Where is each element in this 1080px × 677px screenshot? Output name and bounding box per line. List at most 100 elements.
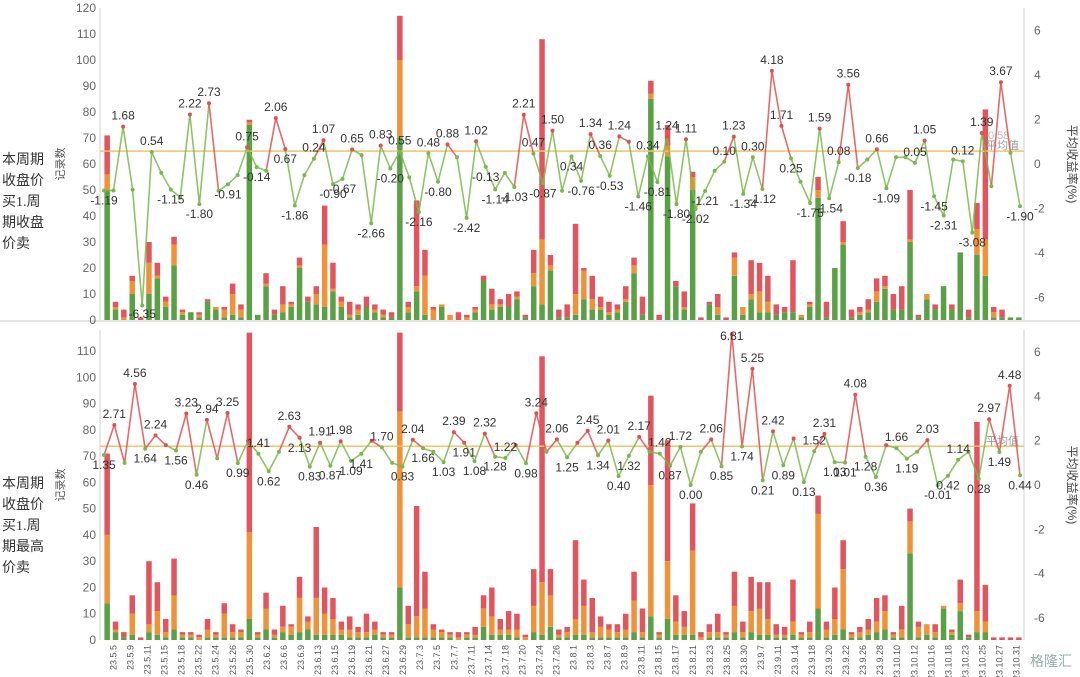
line-point <box>407 175 412 180</box>
line-segment <box>733 136 745 195</box>
right-axis-title: 平均收益率(%) <box>1065 446 1080 525</box>
bar-segment <box>179 632 186 635</box>
line-segment <box>942 159 954 216</box>
line-segment <box>216 412 229 459</box>
x-tick-label: 23.5.15 <box>160 645 170 675</box>
data-label: -1.90 <box>1006 209 1034 223</box>
data-label: 2.32 <box>473 416 497 430</box>
bar-segment <box>915 621 922 627</box>
bar-segment <box>129 595 135 614</box>
bar-segment <box>146 242 152 263</box>
line-segment <box>761 70 773 190</box>
data-label: 2.97 <box>977 401 1001 415</box>
bar-segment <box>807 307 813 320</box>
x-tick-label: 23.8.17 <box>671 645 681 675</box>
bar-segment <box>924 294 930 300</box>
bar-segment <box>648 485 654 617</box>
bar-segment <box>840 221 846 242</box>
line-point <box>647 449 652 454</box>
bar-segment <box>907 508 913 522</box>
bar-segment <box>873 598 880 622</box>
bar-segment <box>790 312 796 320</box>
bar-segment <box>748 299 754 320</box>
bar-segment <box>439 629 445 633</box>
bar-segment <box>271 309 278 315</box>
data-label: 3.25 <box>216 395 240 409</box>
bar-segment <box>355 304 361 310</box>
line-point <box>884 186 889 191</box>
bar-segment <box>882 288 888 320</box>
line-segment <box>916 439 929 453</box>
bar-segment <box>882 595 888 612</box>
bar-segment <box>631 600 637 633</box>
bar-segment <box>531 273 537 287</box>
bar-segment <box>288 624 294 627</box>
line-segment <box>875 444 887 478</box>
x-tick-label: 23.9.11 <box>773 645 783 674</box>
bar-segment <box>564 626 570 633</box>
data-label: 0.66 <box>865 131 889 145</box>
bar-segment <box>606 637 612 640</box>
line-segment <box>666 136 678 205</box>
bar-segment <box>689 550 696 635</box>
line-point <box>674 202 679 207</box>
line-segment <box>532 153 544 184</box>
line-point <box>960 159 965 164</box>
bar-segment <box>154 582 161 612</box>
bar-segment <box>188 634 194 638</box>
data-label: 1.41 <box>350 457 374 471</box>
bar-segment <box>146 632 152 640</box>
line-point <box>855 166 860 170</box>
line-segment <box>885 157 897 189</box>
line-segment <box>175 413 188 451</box>
bar-segment <box>112 307 119 310</box>
line-segment <box>339 440 352 462</box>
data-label: 1.91 <box>453 446 477 460</box>
bar-segment <box>388 312 395 318</box>
bar-segment <box>380 314 386 318</box>
bar-segment <box>848 634 855 638</box>
data-label: 0.98 <box>514 466 538 480</box>
bar-segment <box>974 203 980 229</box>
bar-segment <box>121 637 127 640</box>
line-segment <box>236 147 248 176</box>
bar-segment <box>815 495 821 514</box>
bar-segment <box>614 624 621 633</box>
data-label: -1.75 <box>796 206 824 220</box>
data-label: -2.66 <box>358 226 386 240</box>
bar-segment <box>857 312 863 315</box>
line-segment <box>399 151 411 178</box>
line-point <box>915 449 920 454</box>
line-point <box>426 151 431 156</box>
bar-segment <box>288 301 294 305</box>
data-label: 1.09 <box>339 464 363 478</box>
bar-segment <box>280 626 286 633</box>
bar-segment <box>129 294 135 320</box>
bar-segment <box>715 307 721 315</box>
line-segment <box>515 444 527 464</box>
bar-segment <box>899 637 905 640</box>
x-tick-label: 23.5.22 <box>194 645 204 675</box>
left-tick-label: 60 <box>83 475 97 489</box>
bar-segment <box>865 309 871 313</box>
bar-segment <box>163 301 169 307</box>
data-label: 0.34 <box>636 138 660 152</box>
bar-segment <box>280 304 286 313</box>
bar-segment <box>439 632 445 638</box>
bar-segment <box>196 637 202 640</box>
line-point <box>836 160 841 165</box>
bar-segment <box>129 275 135 281</box>
line-segment <box>599 155 611 177</box>
bar-segment <box>305 301 311 320</box>
line-segment <box>752 157 764 190</box>
data-label: 0.08 <box>827 144 851 158</box>
data-label: -2.16 <box>405 215 433 229</box>
line-point <box>703 189 708 193</box>
data-label: -0.90 <box>319 187 347 201</box>
line-point <box>760 187 765 191</box>
data-label: 2.17 <box>628 419 652 433</box>
line-point <box>350 147 355 152</box>
bar-segment <box>656 632 662 635</box>
bar-segment <box>338 621 345 630</box>
data-label: 1.01 <box>833 466 857 480</box>
